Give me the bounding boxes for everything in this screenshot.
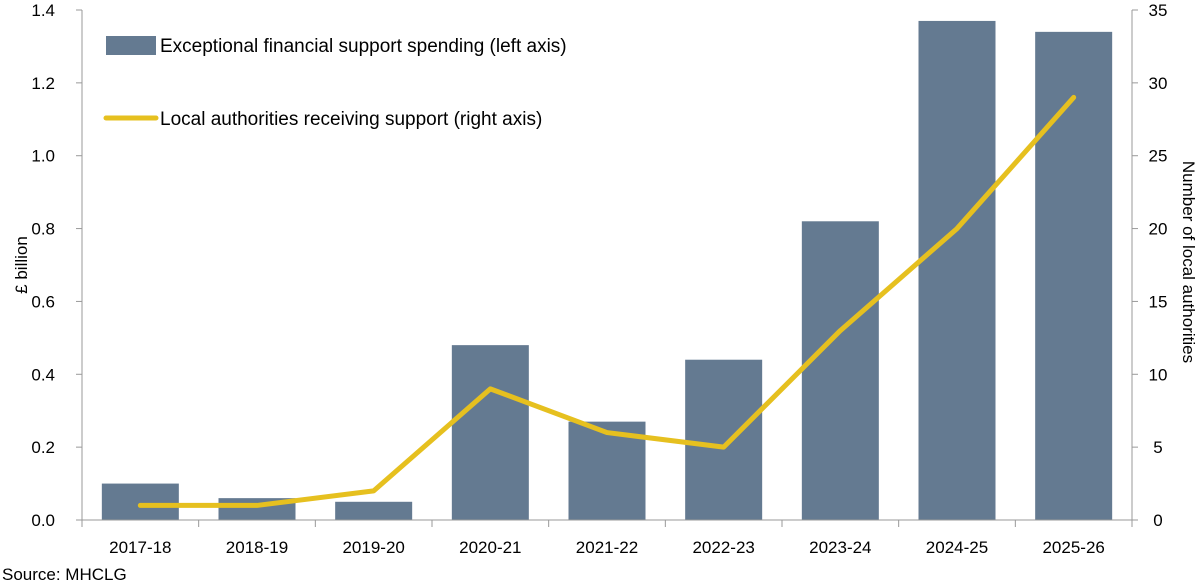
ticks-group: 0.0 0.2 0.4 0.6 0.8 1.0 1.2 1.4 0 5 10 15 20 25 30 35 20… bbox=[31, 1, 1167, 557]
x-tick-label: 2019-20 bbox=[342, 538, 404, 557]
y-left-tick-label: 0.4 bbox=[31, 365, 55, 384]
axes-group bbox=[81, 10, 1133, 521]
y-left-tick-label: 0.6 bbox=[31, 292, 55, 311]
x-tick-label: 2017-18 bbox=[109, 538, 171, 557]
x-tick-label: 2025-26 bbox=[1042, 538, 1104, 557]
y-left-tick-label: 1.4 bbox=[31, 1, 55, 20]
y-right-tick-label: 5 bbox=[1153, 438, 1162, 457]
x-tick-label: 2021-22 bbox=[576, 538, 638, 557]
y-axis-title-right: Number of local authorities bbox=[1179, 161, 1198, 363]
x-tick-label: 2022-23 bbox=[692, 538, 754, 557]
legend-line-label: Local authorities receiving support (rig… bbox=[160, 109, 542, 130]
y-right-tick-label: 10 bbox=[1149, 365, 1168, 384]
line-group bbox=[137, 94, 1077, 508]
bar-2020-21 bbox=[451, 345, 529, 520]
y-left-tick-label: 1.2 bbox=[31, 74, 55, 93]
legend-bar-label: Exceptional financial support spending (… bbox=[160, 36, 567, 57]
bar-2025-26 bbox=[1035, 31, 1113, 520]
x-tick-label: 2023-24 bbox=[809, 538, 871, 557]
legend: Exceptional financial support spending (… bbox=[103, 36, 567, 130]
bar-2024-25 bbox=[918, 20, 996, 521]
bar-2023-24 bbox=[801, 221, 879, 521]
y-right-tick-label: 35 bbox=[1149, 1, 1168, 20]
bar-2019-20 bbox=[335, 501, 413, 520]
bars-group bbox=[101, 20, 1113, 521]
y-left-tick-label: 1.0 bbox=[31, 147, 55, 166]
x-tick-label: 2018-19 bbox=[226, 538, 288, 557]
y-left-tick-label: 0.2 bbox=[31, 438, 55, 457]
y-right-tick-label: 15 bbox=[1149, 292, 1168, 311]
y-right-tick-label: 25 bbox=[1149, 147, 1168, 166]
y-axis-title-left: £ billion bbox=[12, 236, 31, 294]
x-tick-label: 2020-21 bbox=[459, 538, 521, 557]
x-tick-label: 2024-25 bbox=[926, 538, 988, 557]
y-left-tick-label: 0.0 bbox=[31, 511, 55, 530]
source-note: Source: MHCLG bbox=[2, 565, 127, 584]
legend-bar-swatch bbox=[106, 36, 156, 55]
y-right-tick-label: 30 bbox=[1149, 74, 1168, 93]
y-right-tick-label: 0 bbox=[1153, 511, 1162, 530]
bar-2022-23 bbox=[685, 359, 763, 520]
y-right-tick-label: 20 bbox=[1149, 220, 1168, 239]
y-left-tick-label: 0.8 bbox=[31, 220, 55, 239]
bar-2017-18 bbox=[101, 483, 179, 520]
